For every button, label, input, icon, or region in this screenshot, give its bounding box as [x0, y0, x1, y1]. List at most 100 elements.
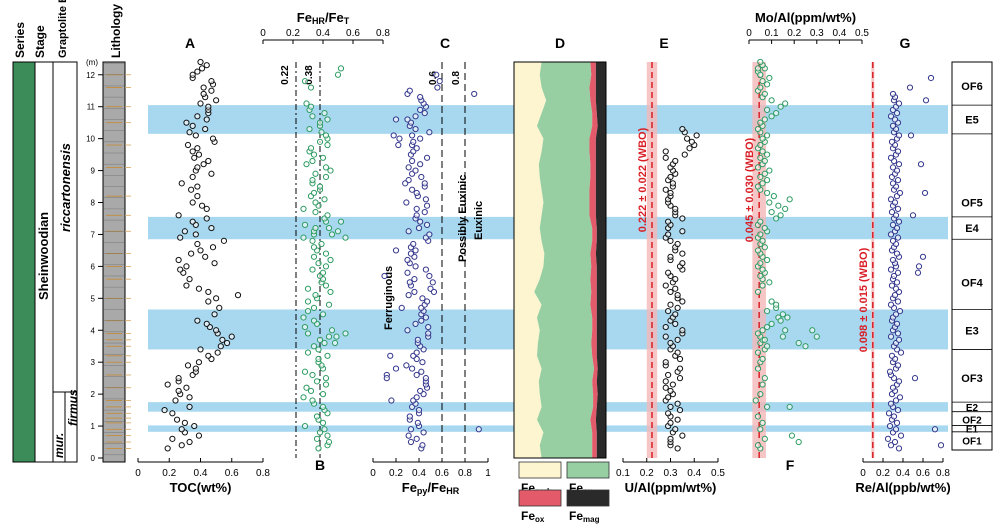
- data-point: [334, 71, 342, 78]
- data-point: [888, 208, 896, 216]
- x-tick-label: 0.3: [810, 28, 824, 39]
- data-point: [325, 438, 333, 446]
- x-tick-label: 0.1: [616, 468, 630, 479]
- data-point: [304, 285, 312, 292]
- data-point: [328, 231, 336, 238]
- data-point: [889, 180, 897, 187]
- data-point: [197, 346, 204, 353]
- data-point: [191, 422, 198, 430]
- series-column: [12, 61, 36, 463]
- data-point: [309, 371, 316, 379]
- x-tick-label: 0: [260, 28, 266, 39]
- data-point: [757, 141, 764, 149]
- data-point: [667, 253, 674, 260]
- data-point: [403, 362, 410, 369]
- data-point: [175, 387, 182, 395]
- data-point: [895, 100, 903, 107]
- data-point: [325, 333, 333, 340]
- panel-d: DFecarbFepyFeoxFemag: [513, 35, 610, 524]
- x-tick-label: 0: [135, 468, 141, 479]
- data-point: [757, 154, 764, 161]
- data-point: [316, 429, 324, 436]
- data-point: [761, 375, 768, 382]
- data-point: [178, 442, 185, 449]
- data-point: [407, 250, 415, 257]
- data-point: [315, 355, 322, 363]
- data-point: [665, 218, 672, 225]
- data-point: [303, 384, 310, 391]
- data-point: [809, 327, 816, 334]
- data-point: [203, 205, 210, 213]
- data-point: [322, 250, 330, 257]
- data-point: [757, 84, 764, 91]
- data-point: [884, 435, 892, 442]
- data-point: [202, 125, 209, 133]
- data-point: [392, 116, 400, 123]
- data-point: [672, 320, 679, 327]
- event-label: OF1: [962, 436, 982, 447]
- data-point: [313, 378, 321, 385]
- data-point: [679, 260, 686, 267]
- data-point: [315, 445, 322, 452]
- data-point: [202, 253, 209, 260]
- data-point: [413, 205, 420, 213]
- data-point: [406, 87, 413, 94]
- data-point: [667, 301, 674, 308]
- data-point: [761, 435, 768, 442]
- data-point: [782, 100, 789, 107]
- legend-swatch: [566, 489, 610, 507]
- depth-tick-label: 5: [91, 294, 96, 303]
- data-point: [211, 260, 218, 267]
- data-point: [889, 221, 897, 228]
- panel-a: 0 0.2 0.4 0.6 0.8 TOC(wt%) A: [135, 35, 270, 495]
- x-tick-label: 0.5: [855, 28, 869, 39]
- data-point: [759, 148, 766, 155]
- data-point: [921, 189, 929, 197]
- data-point: [886, 422, 894, 430]
- data-point: [406, 413, 413, 420]
- data-point: [409, 365, 416, 372]
- data-point: [894, 269, 902, 276]
- data-point: [300, 205, 307, 213]
- data-point: [301, 368, 309, 375]
- data-point: [423, 154, 431, 161]
- data-point: [310, 304, 318, 312]
- data-point: [413, 189, 420, 197]
- panel-letter: C: [440, 35, 450, 51]
- data-point: [662, 148, 669, 155]
- x-tick-label: 0.8: [458, 468, 472, 479]
- data-point: [757, 391, 764, 398]
- data-point: [321, 426, 328, 433]
- data-point: [395, 141, 402, 149]
- data-point: [333, 333, 340, 340]
- data-point: [768, 298, 775, 305]
- data-point: [937, 442, 945, 449]
- data-point: [220, 237, 228, 244]
- data-point: [403, 199, 410, 206]
- data-point: [759, 327, 766, 334]
- panel-letter: E: [659, 35, 668, 51]
- wbo-range: [646, 62, 658, 458]
- data-point: [885, 410, 893, 417]
- data-point: [213, 327, 220, 334]
- data-point: [327, 167, 334, 174]
- data-point: [205, 157, 212, 165]
- data-point: [763, 256, 771, 264]
- data-point: [310, 189, 318, 197]
- data-point: [681, 151, 688, 158]
- data-point: [422, 196, 429, 203]
- data-point: [676, 365, 684, 372]
- x-tick-label: 0.8: [936, 468, 950, 479]
- data-point: [754, 365, 762, 372]
- data-point: [688, 138, 695, 145]
- data-point: [192, 231, 199, 238]
- region-label: Euxinic: [473, 201, 485, 240]
- data-point: [763, 189, 771, 197]
- data-point: [891, 438, 899, 446]
- data-point: [766, 279, 773, 286]
- data-point: [194, 68, 201, 75]
- data-point: [676, 355, 684, 363]
- depth-tick-label: 1: [91, 422, 96, 431]
- data-point: [757, 260, 764, 267]
- data-point: [414, 419, 421, 426]
